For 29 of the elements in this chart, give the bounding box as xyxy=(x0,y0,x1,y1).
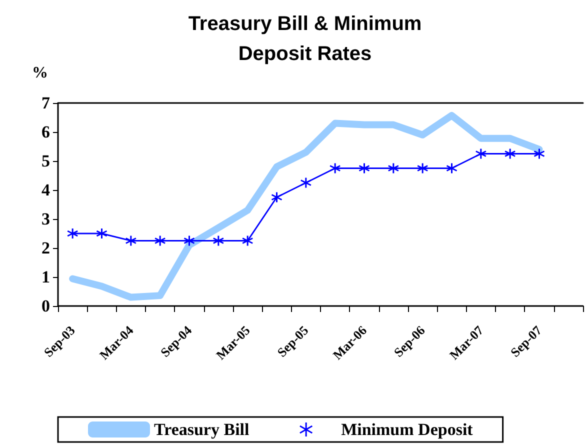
y-tick-label: 5 xyxy=(42,152,50,170)
chart-title: Treasury Bill & Minimum Deposit Rates xyxy=(188,13,422,65)
y-tick-label: 1 xyxy=(42,268,50,286)
point xyxy=(534,148,545,160)
point xyxy=(242,235,254,246)
point xyxy=(184,235,195,246)
y-tick-label: 3 xyxy=(42,210,50,228)
point xyxy=(66,228,78,240)
legend-label: Treasury Bill xyxy=(154,420,250,439)
point xyxy=(446,162,458,174)
point xyxy=(416,162,428,174)
y-axis-title: % xyxy=(32,64,48,82)
y-tick-label: 2 xyxy=(42,238,50,258)
point xyxy=(300,177,312,188)
point xyxy=(504,148,516,160)
point xyxy=(125,235,137,246)
legend-label: Minimum Deposit xyxy=(341,420,474,439)
y-tick-label: 4 xyxy=(42,180,50,200)
point xyxy=(154,235,166,246)
point xyxy=(388,162,400,174)
y-tick-label: 7 xyxy=(42,94,50,112)
point xyxy=(475,148,487,160)
point xyxy=(96,228,108,240)
point xyxy=(212,235,224,246)
y-tick-label: 0 xyxy=(42,296,50,316)
point xyxy=(329,162,341,174)
point xyxy=(358,162,370,174)
y-tick-label: 6 xyxy=(42,122,50,142)
point xyxy=(271,192,282,203)
